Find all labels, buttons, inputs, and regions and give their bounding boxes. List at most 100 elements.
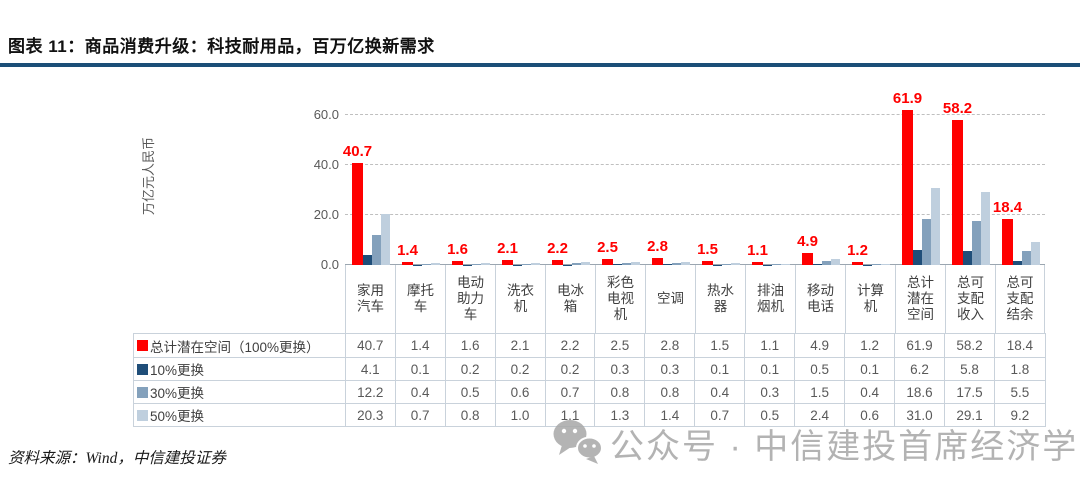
bar-总计潜在空间（100%更换）-计算机 — [852, 262, 863, 265]
bar-30%更换-电冰箱 — [572, 263, 581, 265]
bar-30%更换-热水器 — [722, 264, 731, 265]
bar-30%更换-总可支配收入 — [972, 221, 981, 265]
table-cell: 1.0 — [496, 404, 546, 426]
bar-10%更换-总计潜在空间 — [913, 249, 922, 265]
category-label: 电冰箱 — [545, 265, 595, 333]
bar-30%更换-计算机 — [872, 264, 881, 265]
bar-10%更换-总可支配结余 — [1013, 260, 1022, 265]
legend-swatch — [137, 409, 148, 421]
data-label: 18.4 — [992, 199, 1023, 216]
table-cell: 0.3 — [645, 358, 696, 380]
legend-swatch — [137, 386, 148, 398]
data-label: 1.5 — [697, 241, 718, 259]
table-cell: 0.8 — [645, 381, 696, 403]
table-row: 30%更换 12.2 0.4 0.5 0.6 0.7 0.8 0.8 0.4 0.3 1.5 0.4 1… — [134, 380, 1045, 403]
table-cell: 0.4 — [845, 381, 896, 403]
bar-30%更换-移动电话 — [822, 261, 831, 265]
table-cell: 0.8 — [446, 404, 496, 426]
bar-50%更换-热水器 — [731, 263, 740, 265]
bar-总计潜在空间（100%更换）-电动助力车 — [452, 261, 463, 265]
bar-50%更换-总可支配收入 — [981, 192, 990, 265]
bar-总计潜在空间（100%更换）-电冰箱 — [552, 259, 563, 265]
bar-30%更换-总可支配结余 — [1022, 251, 1031, 265]
data-label: 1.4 — [397, 241, 418, 259]
bar-50%更换-总可支配结余 — [1031, 242, 1040, 265]
table-cell: 2.1 — [496, 334, 546, 357]
y-axis-title: 万亿元人民币 — [141, 137, 156, 216]
data-label: 1.6 — [447, 241, 468, 258]
bar-30%更换-家用汽车 — [372, 234, 381, 265]
table-cell: 1.1 — [546, 404, 596, 426]
table-cell: 4.9 — [795, 334, 846, 357]
series-legend-label: 总计潜在空间（100%更换） — [134, 334, 346, 357]
bar-总计潜在空间（100%更换）-家用汽车 — [352, 163, 363, 265]
bar-总计潜在空间（100%更换）-总可支配收入 — [952, 119, 963, 265]
table-cell: 0.7 — [546, 381, 596, 403]
legend-swatch — [137, 340, 148, 351]
table-row: 50%更换 20.3 0.7 0.8 1.0 1.1 1.3 1.4 0.7 0.5 2.4 0.6 3… — [134, 403, 1045, 426]
category-label: 总计潜在空间 — [895, 265, 945, 333]
table-cell: 2.4 — [795, 404, 846, 426]
gridline-20 — [345, 214, 1045, 215]
bar-总计潜在空间（100%更换）-空调 — [652, 258, 663, 265]
bar-总计潜在空间（100%更换）-彩色电视机 — [602, 258, 613, 265]
gridline-40 — [345, 164, 1045, 165]
table-cell: 0.5 — [446, 381, 496, 403]
table-cell: 0.4 — [396, 381, 446, 403]
table-cell: 0.2 — [446, 358, 496, 380]
bar-10%更换-彩色电视机 — [613, 264, 622, 265]
table-cell: 1.4 — [396, 334, 446, 357]
table-cell: 2.2 — [546, 334, 596, 357]
bar-50%更换-彩色电视机 — [631, 261, 640, 265]
watermark: 公众号 · 中信建投首席经济学家 — [552, 418, 1080, 468]
figure-title: 图表 11：商品消费升级：科技耐用品，百万亿换新需求 — [8, 37, 435, 56]
table-cell: 31.0 — [895, 404, 946, 426]
bar-50%更换-空调 — [681, 261, 690, 265]
source-note: 资料来源：Wind，中信建投证券 — [8, 450, 226, 467]
bar-总计潜在空间（100%更换）-移动电话 — [802, 252, 813, 265]
table-cell: 9.2 — [1010, 407, 1030, 423]
bar-10%更换-移动电话 — [813, 263, 822, 265]
table-cell: 20.3 — [346, 404, 396, 426]
bar-10%更换-电冰箱 — [563, 264, 572, 265]
table-row: 10%更换 4.1 0.1 0.2 0.2 0.2 0.3 0.3 0.1 0.1 0.5 0.1 6.… — [134, 357, 1045, 380]
table-cell: 0.2 — [496, 358, 546, 380]
bar-50%更换-电动助力车 — [481, 263, 490, 265]
bar-10%更换-洗衣机 — [513, 264, 522, 265]
y-tick-label: 0.0 — [320, 257, 339, 272]
category-label: 计算机 — [845, 265, 895, 333]
category-label: 电动助力车 — [445, 265, 495, 333]
bar-10%更换-总可支配收入 — [963, 250, 972, 265]
title-divider — [0, 63, 1080, 67]
category-label: 摩托车 — [395, 265, 445, 333]
category-label: 总可支配结余 — [995, 265, 1045, 333]
table-cell: 1.5 — [695, 334, 746, 357]
data-label: 58.2 — [942, 99, 973, 117]
table-cell: 2.8 — [645, 334, 696, 357]
bar-10%更换-家用汽车 — [363, 254, 372, 265]
wechat-icon — [553, 420, 603, 464]
category-label: 家用汽车 — [345, 265, 395, 333]
bar-总计潜在空间（100%更换）-洗衣机 — [502, 259, 513, 265]
table-cell: 1.1 — [745, 334, 796, 357]
bar-50%更换-电冰箱 — [581, 262, 590, 265]
table-cell: 0.3 — [595, 358, 646, 380]
series-legend-label: 30%更换 — [134, 381, 346, 403]
table-cell: 6.2 — [895, 358, 946, 380]
category-label: 空调 — [645, 265, 695, 333]
y-tick-label: 20.0 — [313, 207, 339, 222]
series-legend-label: 10%更换 — [134, 358, 346, 380]
table-cell: 18.6 — [895, 381, 946, 403]
table-cell: 0.1 — [845, 358, 896, 380]
series-legend-label: 50%更换 — [134, 404, 346, 426]
bar-总计潜在空间（100%更换）-总计潜在空间 — [902, 110, 913, 265]
table-cell: 0.4 — [695, 381, 746, 403]
table-cell: 4.1 — [346, 358, 396, 380]
table-cell: 1.4 — [645, 404, 696, 426]
bar-50%更换-洗衣机 — [531, 262, 540, 265]
table-cell: 1.6 — [446, 334, 496, 357]
watermark-text: 公众号 · 中信建投首席经济学家 — [610, 427, 1080, 466]
table-cell: 1.5 — [795, 381, 846, 403]
table-cell: 58.2 — [945, 334, 995, 357]
